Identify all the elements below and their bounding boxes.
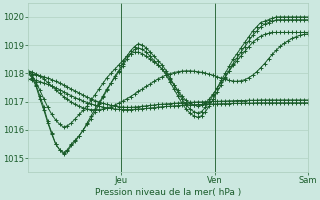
X-axis label: Pression niveau de la mer( hPa ): Pression niveau de la mer( hPa ) [95, 188, 241, 197]
